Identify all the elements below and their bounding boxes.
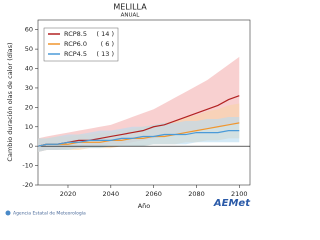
x-tick-label: 2040 [103, 190, 120, 198]
y-tick-label: 20 [25, 103, 33, 111]
x-tick-label: 2020 [60, 190, 77, 198]
footer: Agencia Estatal de Meteorología [13, 210, 86, 217]
chart-title: MELILLA [113, 3, 147, 12]
y-tick-label: 50 [25, 45, 33, 53]
uncertainty-band [38, 117, 240, 152]
legend-label: RCP6.0 [64, 40, 87, 48]
legend-count: ( 6 ) [101, 40, 114, 48]
page: {"chart_data": {"type": "line", "title":… [5, 2, 252, 217]
series-line [37, 122, 240, 147]
series-line [37, 130, 240, 147]
x-tick-label: 2060 [145, 190, 162, 198]
y-tick-label: 0 [29, 142, 33, 150]
legend-label: RCP4.5 [64, 50, 87, 58]
legend-count: ( 14 ) [97, 30, 114, 38]
y-tick-label: 60 [25, 26, 33, 34]
y-tick-label: -10 [22, 162, 33, 170]
x-tick-label: 2100 [231, 190, 248, 198]
logo: AEMet [213, 198, 251, 209]
x-axis-label: Año [138, 202, 151, 210]
x-tick-label: 2080 [188, 190, 205, 198]
y-tick-label: -20 [22, 181, 33, 189]
y-tick-label: 40 [25, 65, 33, 73]
chart: MELILLA ANUAL Cambio duración olas de ca… [5, 3, 251, 217]
chart-subtitle: ANUAL [121, 13, 141, 19]
legend-label: RCP8.5 [64, 30, 87, 38]
y-tick-label: 10 [25, 123, 33, 131]
y-axis-label: Cambio duración olas de calor (días) [6, 42, 14, 161]
footer-icon [5, 210, 11, 216]
legend-count: ( 13 ) [97, 50, 114, 58]
y-tick-label: 30 [25, 84, 33, 92]
